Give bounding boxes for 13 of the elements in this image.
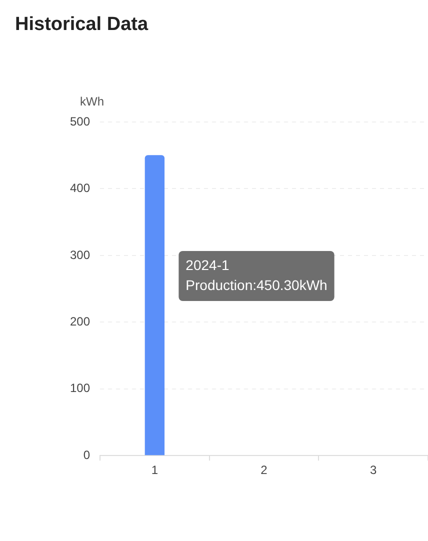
x-tick-label: 2 (260, 463, 268, 478)
x-tick-label: 3 (370, 463, 377, 478)
y-tick-label: 500 (70, 114, 90, 128)
y-tick-label: 200 (70, 314, 90, 328)
x-tick-label: 1 (151, 463, 158, 478)
y-tick-label: 0 (83, 448, 90, 462)
y-tick-label: 100 (70, 381, 90, 396)
annotation: 2024-1 (186, 256, 230, 273)
chart-title: Historical Data (15, 14, 148, 36)
annotation: Production:450.30kWh (186, 276, 328, 293)
y-tick-label: 400 (70, 181, 90, 196)
y-tick-label: 300 (70, 248, 90, 262)
y-axis-title: kWh (80, 94, 104, 108)
